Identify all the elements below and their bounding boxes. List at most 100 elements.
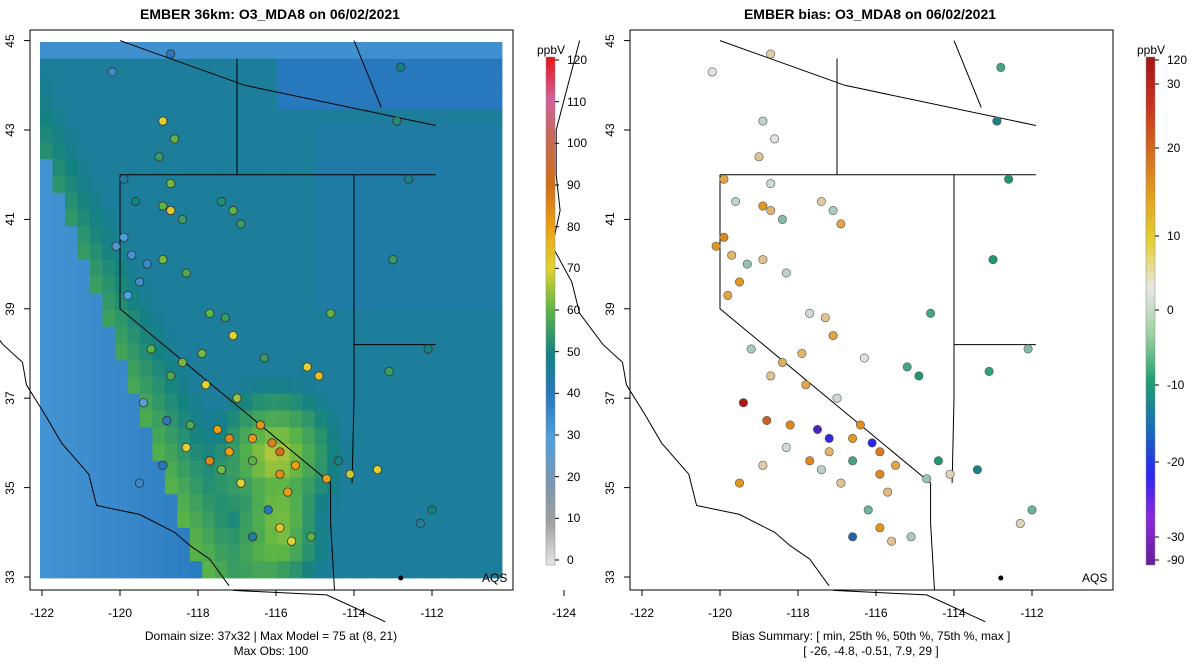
heatmap-cell xyxy=(389,310,403,328)
heatmap-cell xyxy=(114,477,128,495)
heatmap-cell xyxy=(464,209,478,227)
heatmap-cell xyxy=(464,410,478,428)
heatmap-cell xyxy=(102,326,116,344)
heatmap-cell xyxy=(114,544,128,562)
right-y-tick-label: 43 xyxy=(603,123,617,137)
right-station-marker xyxy=(828,331,838,341)
heatmap-cell xyxy=(277,494,291,512)
heatmap-cell xyxy=(139,293,153,311)
heatmap-cell xyxy=(114,125,128,143)
heatmap-cell xyxy=(139,410,153,428)
heatmap-cell xyxy=(264,75,278,93)
heatmap-cell xyxy=(239,75,253,93)
heatmap-cell xyxy=(239,176,253,194)
heatmap-cell xyxy=(214,410,228,428)
heatmap-cell xyxy=(52,326,66,344)
heatmap-cell xyxy=(289,377,303,395)
left-state-boundary xyxy=(233,589,386,623)
heatmap-cell xyxy=(52,343,66,361)
heatmap-cell xyxy=(339,377,353,395)
heatmap-cell xyxy=(89,109,103,127)
heatmap-cell xyxy=(177,192,191,210)
right-colorbar-tick-label: -20 xyxy=(1167,455,1185,469)
heatmap-cell xyxy=(277,259,291,277)
heatmap-cell xyxy=(489,343,503,361)
heatmap-cell xyxy=(452,42,465,60)
heatmap-cell xyxy=(289,561,303,579)
heatmap-cell xyxy=(189,377,203,395)
heatmap-cell xyxy=(264,460,278,478)
heatmap-cell xyxy=(489,58,503,76)
left-station-marker xyxy=(228,205,238,216)
heatmap-cell xyxy=(127,460,141,478)
heatmap-cell xyxy=(202,142,216,160)
heatmap-cell xyxy=(302,293,316,311)
heatmap-cell xyxy=(364,259,378,277)
heatmap-cell xyxy=(302,511,316,529)
left-x-tick-label: -112 xyxy=(420,606,444,620)
heatmap-cell xyxy=(189,444,203,462)
heatmap-cell xyxy=(477,159,490,177)
heatmap-cell xyxy=(189,243,203,261)
heatmap-cell xyxy=(152,125,166,143)
left-station-marker xyxy=(384,366,394,376)
heatmap-cell xyxy=(189,427,203,445)
heatmap-cell xyxy=(414,42,428,60)
heatmap-cell xyxy=(102,561,116,579)
heatmap-cell xyxy=(264,209,278,227)
heatmap-cell xyxy=(489,243,503,261)
heatmap-cell xyxy=(302,159,316,177)
heatmap-cell xyxy=(89,293,103,311)
heatmap-cell xyxy=(89,209,103,227)
heatmap-cell xyxy=(89,58,103,76)
heatmap-cell xyxy=(214,159,228,177)
heatmap-cell xyxy=(402,427,415,445)
heatmap-cell xyxy=(227,159,241,177)
left-footer-line1: Domain size: 37x32 | Max Model = 75 at (… xyxy=(144,629,398,643)
heatmap-cell xyxy=(77,243,91,261)
heatmap-cell xyxy=(52,393,66,411)
heatmap-cell xyxy=(89,544,103,562)
heatmap-cell xyxy=(64,293,78,311)
heatmap-cell xyxy=(302,310,316,328)
heatmap-cell xyxy=(152,75,166,93)
heatmap-cell xyxy=(314,393,328,411)
heatmap-cell xyxy=(177,511,191,529)
heatmap-cell xyxy=(164,58,178,76)
heatmap-cell xyxy=(252,42,266,60)
heatmap-cell xyxy=(339,511,353,529)
heatmap-cell xyxy=(427,527,440,545)
heatmap-cell xyxy=(89,75,103,93)
heatmap-cell xyxy=(202,427,216,445)
right-colorbar-tick-label: -90 xyxy=(1167,553,1185,567)
left-colorbar-tick-label: 60 xyxy=(567,303,581,317)
heatmap-cell xyxy=(464,544,478,562)
heatmap-cell xyxy=(227,410,241,428)
heatmap-cell xyxy=(89,360,103,378)
heatmap-cell xyxy=(239,293,253,311)
heatmap-cell xyxy=(189,159,203,177)
heatmap-cell xyxy=(477,142,490,160)
heatmap-cell xyxy=(202,159,216,177)
heatmap-cell xyxy=(177,42,191,60)
heatmap-cell xyxy=(477,377,490,395)
heatmap-cell xyxy=(402,561,415,579)
heatmap-cell xyxy=(89,176,103,194)
heatmap-cell xyxy=(77,75,91,93)
left-station-marker xyxy=(236,219,246,229)
heatmap-cell xyxy=(452,494,465,512)
heatmap-cell xyxy=(40,444,53,462)
heatmap-cell xyxy=(214,326,228,344)
heatmap-cell xyxy=(302,377,316,395)
left-station-marker xyxy=(158,460,168,470)
heatmap-cell xyxy=(189,142,203,160)
heatmap-cell xyxy=(414,259,428,277)
heatmap-cell xyxy=(402,75,415,93)
heatmap-cell xyxy=(89,343,103,361)
heatmap-cell xyxy=(177,159,191,177)
heatmap-cell xyxy=(389,460,403,478)
heatmap-cell xyxy=(477,343,490,361)
heatmap-cell xyxy=(152,176,166,194)
heatmap-cell xyxy=(439,92,453,110)
heatmap-cell xyxy=(389,511,403,529)
